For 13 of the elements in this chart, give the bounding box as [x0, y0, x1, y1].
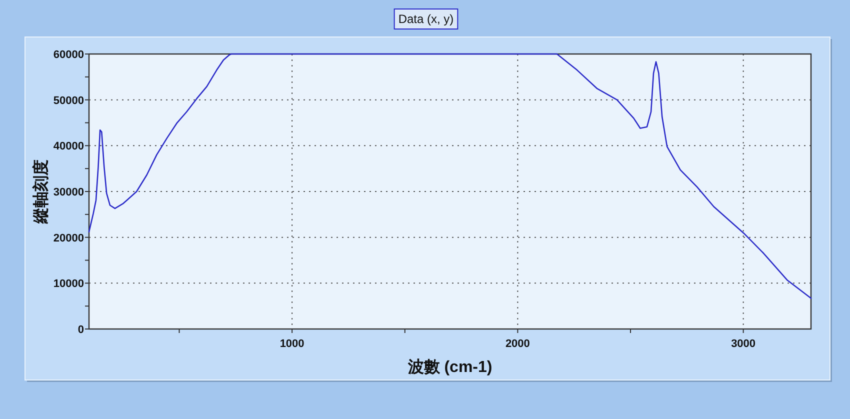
y-tick-label: 20000 [53, 232, 84, 244]
y-tick-label: 60000 [53, 49, 84, 61]
x-tick-label: 2000 [505, 338, 530, 350]
y-tick-label: 0 [78, 324, 84, 336]
legend: Data (x, y) [394, 8, 458, 30]
y-tick-label: 50000 [53, 94, 84, 107]
y-tick-label: 10000 [53, 278, 84, 290]
y-axis-title: 縱軸刻度 [31, 160, 50, 224]
y-tick-label: 30000 [53, 186, 84, 198]
x-tick-label: 1000 [280, 338, 304, 350]
x-axis-title: 波數 (cm-1) [406, 358, 492, 376]
y-tick-label: 40000 [53, 140, 84, 153]
x-tick-label: 3000 [731, 338, 756, 350]
